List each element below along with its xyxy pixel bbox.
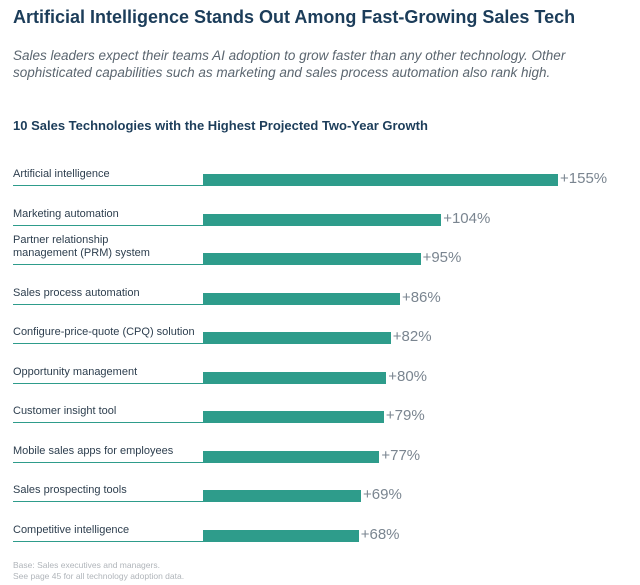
bar — [203, 174, 558, 186]
value-label: +95% — [422, 249, 462, 266]
category-label: Customer insight tool — [13, 405, 117, 417]
value-label: +155% — [560, 170, 608, 187]
footnote: Base: Sales executives and managers. — [13, 560, 160, 570]
bar — [203, 292, 400, 305]
category-label: Configure-price-quote (CPQ) solution — [13, 326, 195, 338]
category-label: Marketing automation — [13, 207, 119, 220]
subtitle: Sales leaders expect their teams AI adop… — [13, 48, 566, 80]
category-label: Sales prospecting tools — [13, 484, 127, 496]
bar — [203, 253, 421, 265]
category-label: Sales process automation — [13, 286, 140, 299]
bar — [203, 213, 442, 226]
row-rule — [13, 185, 203, 186]
bar — [203, 411, 384, 423]
value-label: +104% — [443, 209, 491, 227]
row-rule — [13, 501, 203, 502]
value-label: +82% — [392, 328, 432, 345]
value-label: +80% — [388, 367, 428, 385]
category-label: Competitive intelligence — [13, 523, 130, 536]
row-rule — [13, 461, 203, 463]
value-label: +86% — [401, 288, 441, 306]
bar — [203, 371, 387, 384]
row-rule — [13, 303, 203, 305]
row-rule — [13, 343, 203, 344]
bar — [203, 450, 380, 463]
bar — [203, 529, 359, 542]
value-label: +79% — [385, 407, 425, 424]
row-rule — [13, 264, 203, 265]
category-label: Opportunity management — [13, 365, 138, 378]
category-label: Artificial intelligence — [13, 168, 110, 180]
value-label: +77% — [381, 446, 421, 464]
bar — [203, 490, 362, 502]
row-rule — [13, 224, 203, 226]
row-rule — [13, 422, 203, 423]
value-label: +68% — [360, 525, 400, 543]
chart-title: 10 Sales Technologies with the Highest P… — [13, 118, 428, 133]
bar — [203, 332, 391, 344]
value-label: +69% — [363, 486, 402, 503]
category-label: Partner relationship management (PRM) sy… — [13, 234, 150, 259]
row-rule — [13, 382, 203, 384]
title: Artificial Intelligence Stands Out Among… — [13, 7, 576, 27]
row-rule — [13, 540, 203, 542]
category-label: Mobile sales apps for employees — [13, 444, 174, 457]
footnote: See page 45 for all technology adoption … — [13, 571, 185, 581]
